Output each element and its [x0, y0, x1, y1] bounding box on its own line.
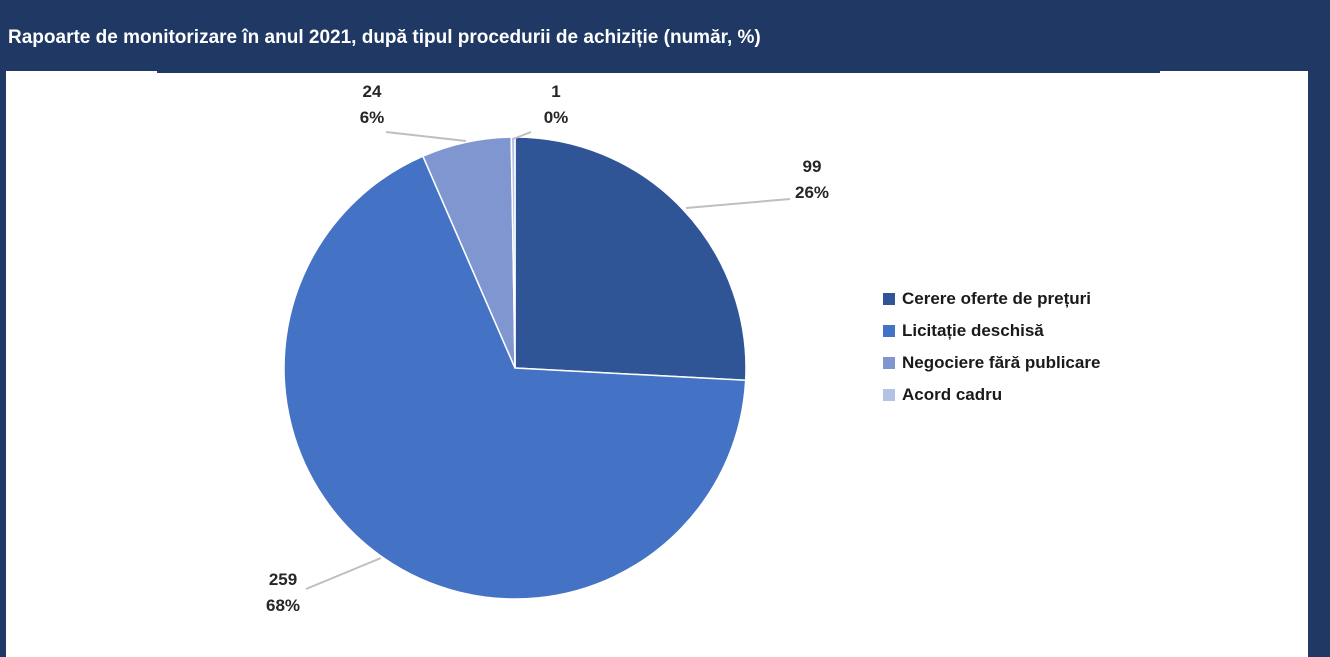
leader-line: [305, 557, 382, 590]
legend-swatch: [883, 357, 895, 369]
legend-swatch: [883, 293, 895, 305]
pie-slice: [510, 136, 516, 369]
data-label-value: 99: [803, 157, 822, 176]
legend-label: Negociere fără publicare: [902, 353, 1100, 372]
data-label-percent: 0%: [544, 108, 569, 127]
legend-label: Cerere oferte de prețuri: [902, 289, 1091, 308]
data-label-percent: 68%: [266, 596, 300, 615]
legend-label: Acord cadru: [902, 385, 1002, 404]
chart-header: Rapoarte de monitorizare în anul 2021, d…: [0, 0, 1330, 71]
chart-title: Rapoarte de monitorizare în anul 2021, d…: [8, 26, 761, 48]
legend-label: Licitație deschisă: [902, 321, 1044, 340]
leader-line: [385, 131, 467, 142]
divider: [6, 71, 157, 73]
data-label-percent: 26%: [795, 183, 829, 202]
pie-slice: [514, 136, 747, 382]
data-label-value: 259: [269, 570, 297, 589]
data-label-value: 24: [363, 82, 382, 101]
data-label-value: 1: [551, 82, 560, 101]
pie-slice: [283, 155, 747, 600]
divider: [1160, 71, 1308, 73]
data-label-percent: 6%: [360, 108, 385, 127]
leader-line: [512, 131, 532, 140]
leader-line: [685, 198, 791, 209]
legend-swatch: [883, 389, 895, 401]
legend-swatch: [883, 325, 895, 337]
